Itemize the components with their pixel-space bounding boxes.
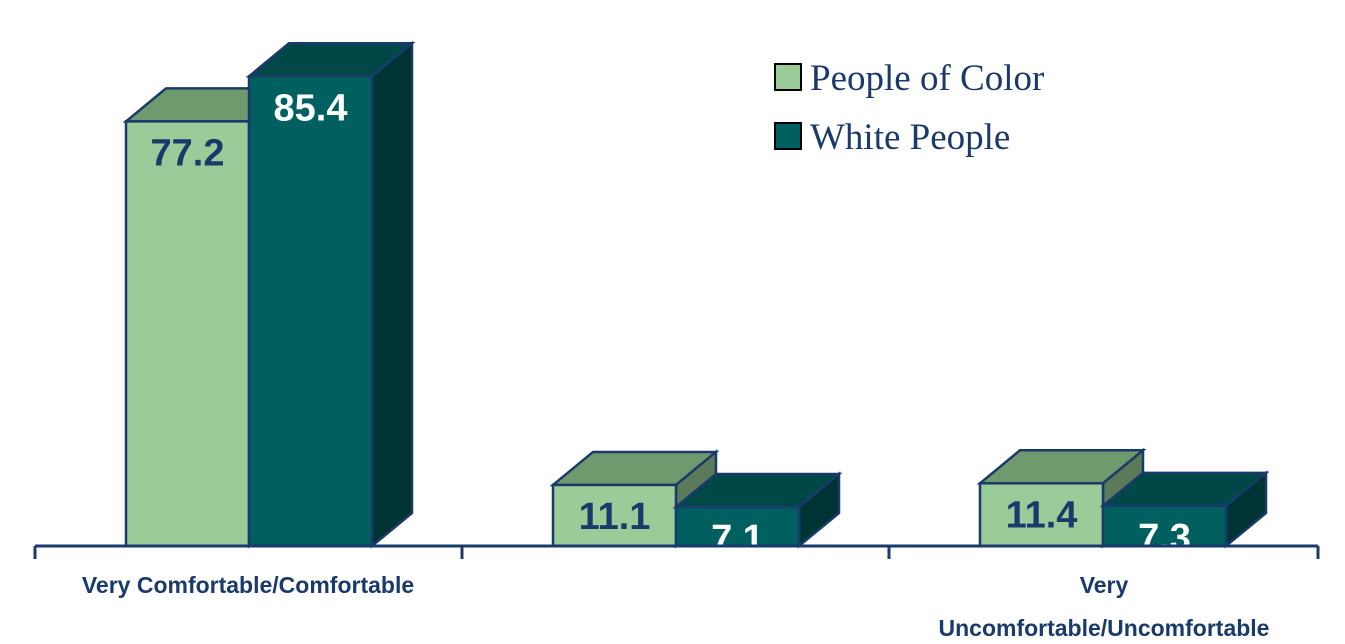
legend-label-white-people: White People: [810, 117, 1010, 158]
category-label: Very Comfortable/Comfortable: [82, 572, 414, 598]
category-labels: Very Comfortable/Comfortable Very Uncomfor…: [82, 572, 1270, 641]
data-label: 7.1: [711, 518, 764, 560]
x-axis-ticks: [33, 546, 1320, 559]
data-label: 7.3: [1138, 517, 1191, 559]
bars-group: 77.2 85.4 11.1 7.1 11.4 7.3: [122, 40, 1270, 560]
bar-people-of-color-2: 11.4: [976, 447, 1147, 549]
legend-swatch-white-people: [774, 122, 802, 150]
legend-swatch-people-of-color: [774, 63, 802, 91]
legend-label-people-of-color: People of Color: [810, 58, 1044, 99]
bar-white-people-1: 7.1: [672, 471, 843, 560]
data-label: 11.1: [579, 496, 651, 538]
data-label: 11.4: [1006, 494, 1078, 536]
category-label: Uncomfortable/Uncomfortable: [939, 615, 1270, 641]
bar-front-face: [674, 505, 801, 548]
data-label: 85.4: [274, 87, 348, 129]
category-label: Very: [1080, 572, 1129, 598]
bar-white-people-0: 85.4: [245, 40, 416, 549]
bar-side-face: [370, 40, 414, 549]
data-label: 77.2: [151, 132, 225, 174]
bar-front-face: [247, 75, 374, 548]
legend: People of Color White People: [774, 58, 1044, 158]
bar-front-face: [124, 120, 251, 548]
